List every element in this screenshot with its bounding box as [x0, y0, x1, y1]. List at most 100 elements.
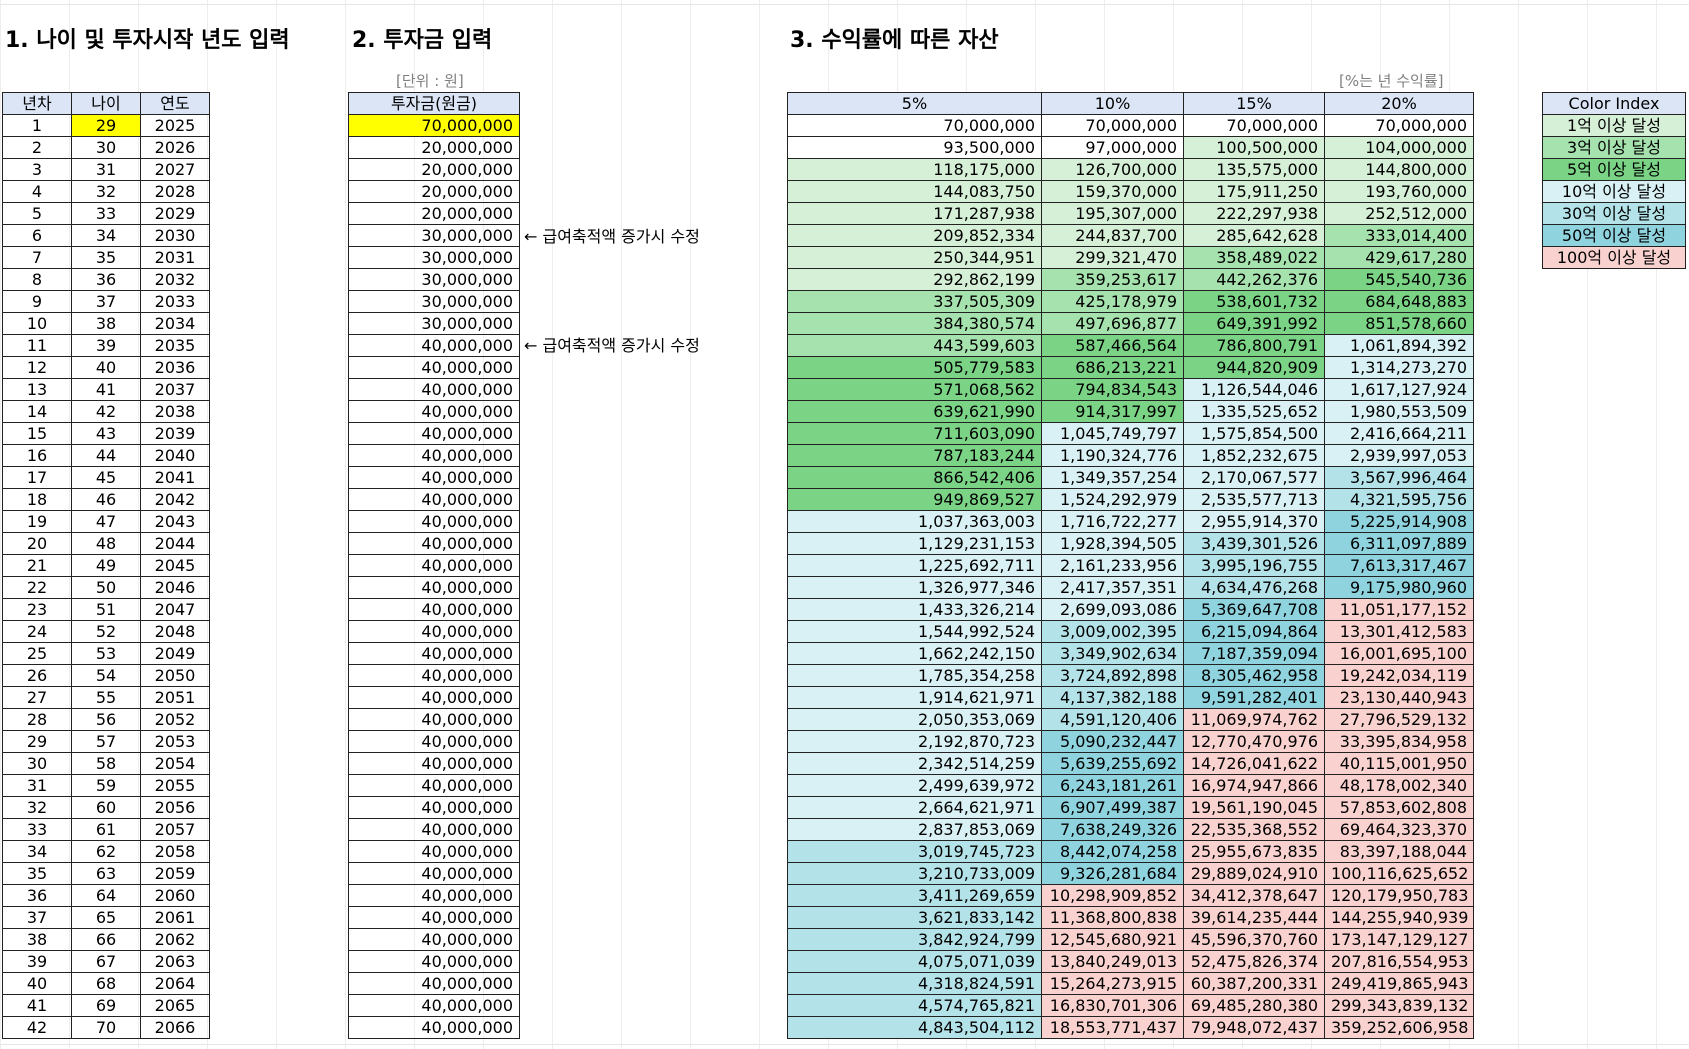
asset-cell[interactable]: 442,262,376 — [1183, 268, 1325, 291]
investment-cell[interactable]: 40,000,000 — [348, 686, 520, 709]
asset-cell[interactable]: 4,318,824,591 — [787, 972, 1042, 995]
asset-cell[interactable]: 1,785,354,258 — [787, 664, 1042, 687]
age-cell[interactable]: 56 — [71, 708, 141, 731]
year-cell[interactable]: 2052 — [140, 708, 210, 731]
year-cell[interactable]: 2034 — [140, 312, 210, 335]
asset-cell[interactable]: 1,326,977,346 — [787, 576, 1042, 599]
year-cell[interactable]: 2031 — [140, 246, 210, 269]
investment-cell[interactable]: 40,000,000 — [348, 532, 520, 555]
asset-cell[interactable]: 252,512,000 — [1324, 202, 1474, 225]
asset-cell[interactable]: 9,175,980,960 — [1324, 576, 1474, 599]
investment-cell[interactable]: 40,000,000 — [348, 444, 520, 467]
year-cell[interactable]: 2060 — [140, 884, 210, 907]
asset-cell[interactable]: 2,699,093,086 — [1041, 598, 1184, 621]
age-cell[interactable]: 36 — [71, 268, 141, 291]
asset-cell[interactable]: 2,170,067,577 — [1183, 466, 1325, 489]
year-cell[interactable]: 2036 — [140, 356, 210, 379]
year-cell[interactable]: 2066 — [140, 1016, 210, 1039]
year-count-cell[interactable]: 4 — [2, 180, 72, 203]
age-cell[interactable]: 59 — [71, 774, 141, 797]
year-count-cell[interactable]: 39 — [2, 950, 72, 973]
asset-cell[interactable]: 9,591,282,401 — [1183, 686, 1325, 709]
age-cell[interactable]: 40 — [71, 356, 141, 379]
investment-cell[interactable]: 40,000,000 — [348, 620, 520, 643]
asset-cell[interactable]: 207,816,554,953 — [1324, 950, 1474, 973]
investment-cell[interactable]: 40,000,000 — [348, 994, 520, 1017]
investment-cell[interactable]: 70,000,000 — [348, 114, 520, 137]
asset-cell[interactable]: 175,911,250 — [1183, 180, 1325, 203]
year-count-cell[interactable]: 1 — [2, 114, 72, 137]
investment-cell[interactable]: 40,000,000 — [348, 862, 520, 885]
asset-cell[interactable]: 333,014,400 — [1324, 224, 1474, 247]
year-count-cell[interactable]: 18 — [2, 488, 72, 511]
age-cell[interactable]: 41 — [71, 378, 141, 401]
year-count-cell[interactable]: 38 — [2, 928, 72, 951]
investment-cell[interactable]: 40,000,000 — [348, 840, 520, 863]
year-count-cell[interactable]: 24 — [2, 620, 72, 643]
investment-cell[interactable]: 40,000,000 — [348, 378, 520, 401]
asset-cell[interactable]: 711,603,090 — [787, 422, 1042, 445]
age-cell[interactable]: 55 — [71, 686, 141, 709]
year-cell[interactable]: 2054 — [140, 752, 210, 775]
age-cell[interactable]: 39 — [71, 334, 141, 357]
asset-cell[interactable]: 57,853,602,808 — [1324, 796, 1474, 819]
asset-cell[interactable]: 538,601,732 — [1183, 290, 1325, 313]
year-count-cell[interactable]: 40 — [2, 972, 72, 995]
asset-cell[interactable]: 3,842,924,799 — [787, 928, 1042, 951]
asset-cell[interactable]: 18,553,771,437 — [1041, 1016, 1184, 1039]
asset-cell[interactable]: 2,664,621,971 — [787, 796, 1042, 819]
investment-cell[interactable]: 40,000,000 — [348, 466, 520, 489]
year-cell[interactable]: 2026 — [140, 136, 210, 159]
header-rate-20[interactable]: 20% — [1324, 92, 1474, 115]
year-count-cell[interactable]: 29 — [2, 730, 72, 753]
asset-cell[interactable]: 100,500,000 — [1183, 136, 1325, 159]
year-count-cell[interactable]: 41 — [2, 994, 72, 1017]
year-count-cell[interactable]: 25 — [2, 642, 72, 665]
year-cell[interactable]: 2059 — [140, 862, 210, 885]
asset-cell[interactable]: 5,639,255,692 — [1041, 752, 1184, 775]
asset-cell[interactable]: 4,321,595,756 — [1324, 488, 1474, 511]
asset-cell[interactable]: 171,287,938 — [787, 202, 1042, 225]
asset-cell[interactable]: 545,540,736 — [1324, 268, 1474, 291]
investment-cell[interactable]: 30,000,000 — [348, 268, 520, 291]
year-count-cell[interactable]: 33 — [2, 818, 72, 841]
year-count-cell[interactable]: 31 — [2, 774, 72, 797]
year-cell[interactable]: 2045 — [140, 554, 210, 577]
year-count-cell[interactable]: 42 — [2, 1016, 72, 1039]
year-count-cell[interactable]: 37 — [2, 906, 72, 929]
year-cell[interactable]: 2058 — [140, 840, 210, 863]
year-cell[interactable]: 2037 — [140, 378, 210, 401]
age-cell[interactable]: 52 — [71, 620, 141, 643]
asset-cell[interactable]: 2,955,914,370 — [1183, 510, 1325, 533]
header-age[interactable]: 나이 — [71, 92, 141, 115]
asset-cell[interactable]: 1,349,357,254 — [1041, 466, 1184, 489]
year-cell[interactable]: 2050 — [140, 664, 210, 687]
age-cell[interactable]: 66 — [71, 928, 141, 951]
year-cell[interactable]: 2040 — [140, 444, 210, 467]
year-count-cell[interactable]: 5 — [2, 202, 72, 225]
asset-cell[interactable]: 15,264,273,915 — [1041, 972, 1184, 995]
asset-cell[interactable]: 2,417,357,351 — [1041, 576, 1184, 599]
asset-cell[interactable]: 1,544,992,524 — [787, 620, 1042, 643]
asset-cell[interactable]: 6,215,094,864 — [1183, 620, 1325, 643]
year-cell[interactable]: 2039 — [140, 422, 210, 445]
asset-cell[interactable]: 6,907,499,387 — [1041, 796, 1184, 819]
color-index-item[interactable]: 100억 이상 달성 — [1542, 246, 1686, 269]
asset-cell[interactable]: 505,779,583 — [787, 356, 1042, 379]
asset-cell[interactable]: 3,995,196,755 — [1183, 554, 1325, 577]
asset-cell[interactable]: 3,009,002,395 — [1041, 620, 1184, 643]
investment-cell[interactable]: 20,000,000 — [348, 180, 520, 203]
asset-cell[interactable]: 222,297,938 — [1183, 202, 1325, 225]
asset-cell[interactable]: 337,505,309 — [787, 290, 1042, 313]
investment-cell[interactable]: 40,000,000 — [348, 664, 520, 687]
asset-cell[interactable]: 587,466,564 — [1041, 334, 1184, 357]
year-count-cell[interactable]: 15 — [2, 422, 72, 445]
asset-cell[interactable]: 384,380,574 — [787, 312, 1042, 335]
asset-cell[interactable]: 359,253,617 — [1041, 268, 1184, 291]
investment-cell[interactable]: 30,000,000 — [348, 246, 520, 269]
asset-cell[interactable]: 249,419,865,943 — [1324, 972, 1474, 995]
age-cell[interactable]: 35 — [71, 246, 141, 269]
asset-cell[interactable]: 19,561,190,045 — [1183, 796, 1325, 819]
investment-cell[interactable]: 30,000,000 — [348, 224, 520, 247]
asset-cell[interactable]: 1,914,621,971 — [787, 686, 1042, 709]
